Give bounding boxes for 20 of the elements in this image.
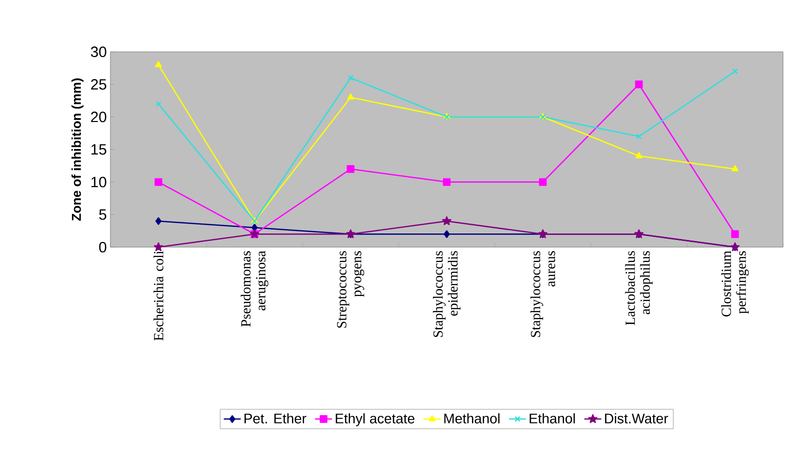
y-tick-label: 20 xyxy=(91,111,106,122)
x-tick-label: Clostridium perfringens xyxy=(721,250,749,316)
y-tick-label: 0 xyxy=(99,242,106,252)
x-tick-label: Pseudomonas aeruginosa xyxy=(240,250,268,326)
legend-label: Pet. Ether xyxy=(244,413,306,424)
x-tick-label: Staphylococcus epidermidis xyxy=(432,250,460,337)
x-tick-label: Lactobacillus acidophilus xyxy=(625,250,653,325)
legend-label: Ethanol xyxy=(530,413,575,424)
x-tick-label: Staphylococcus aureus xyxy=(530,250,556,337)
y-tick-label: 15 xyxy=(91,144,106,154)
y-tick-label: 25 xyxy=(91,78,106,90)
legend-label: Dist.Water xyxy=(605,413,668,424)
y-tick-label: 5 xyxy=(99,209,106,220)
y-tick-label: 10 xyxy=(91,176,106,188)
x-tick-label: Streptococcus pyogens xyxy=(337,250,364,328)
legend-label: Ethyl acetate xyxy=(336,413,414,426)
legend-label: Methanol xyxy=(444,413,500,424)
y-tick-label: 30 xyxy=(90,46,106,57)
x-tick-label: Escherichia coli xyxy=(154,250,164,340)
y-axis-title: Zone of inhibition (mm) xyxy=(71,78,84,221)
